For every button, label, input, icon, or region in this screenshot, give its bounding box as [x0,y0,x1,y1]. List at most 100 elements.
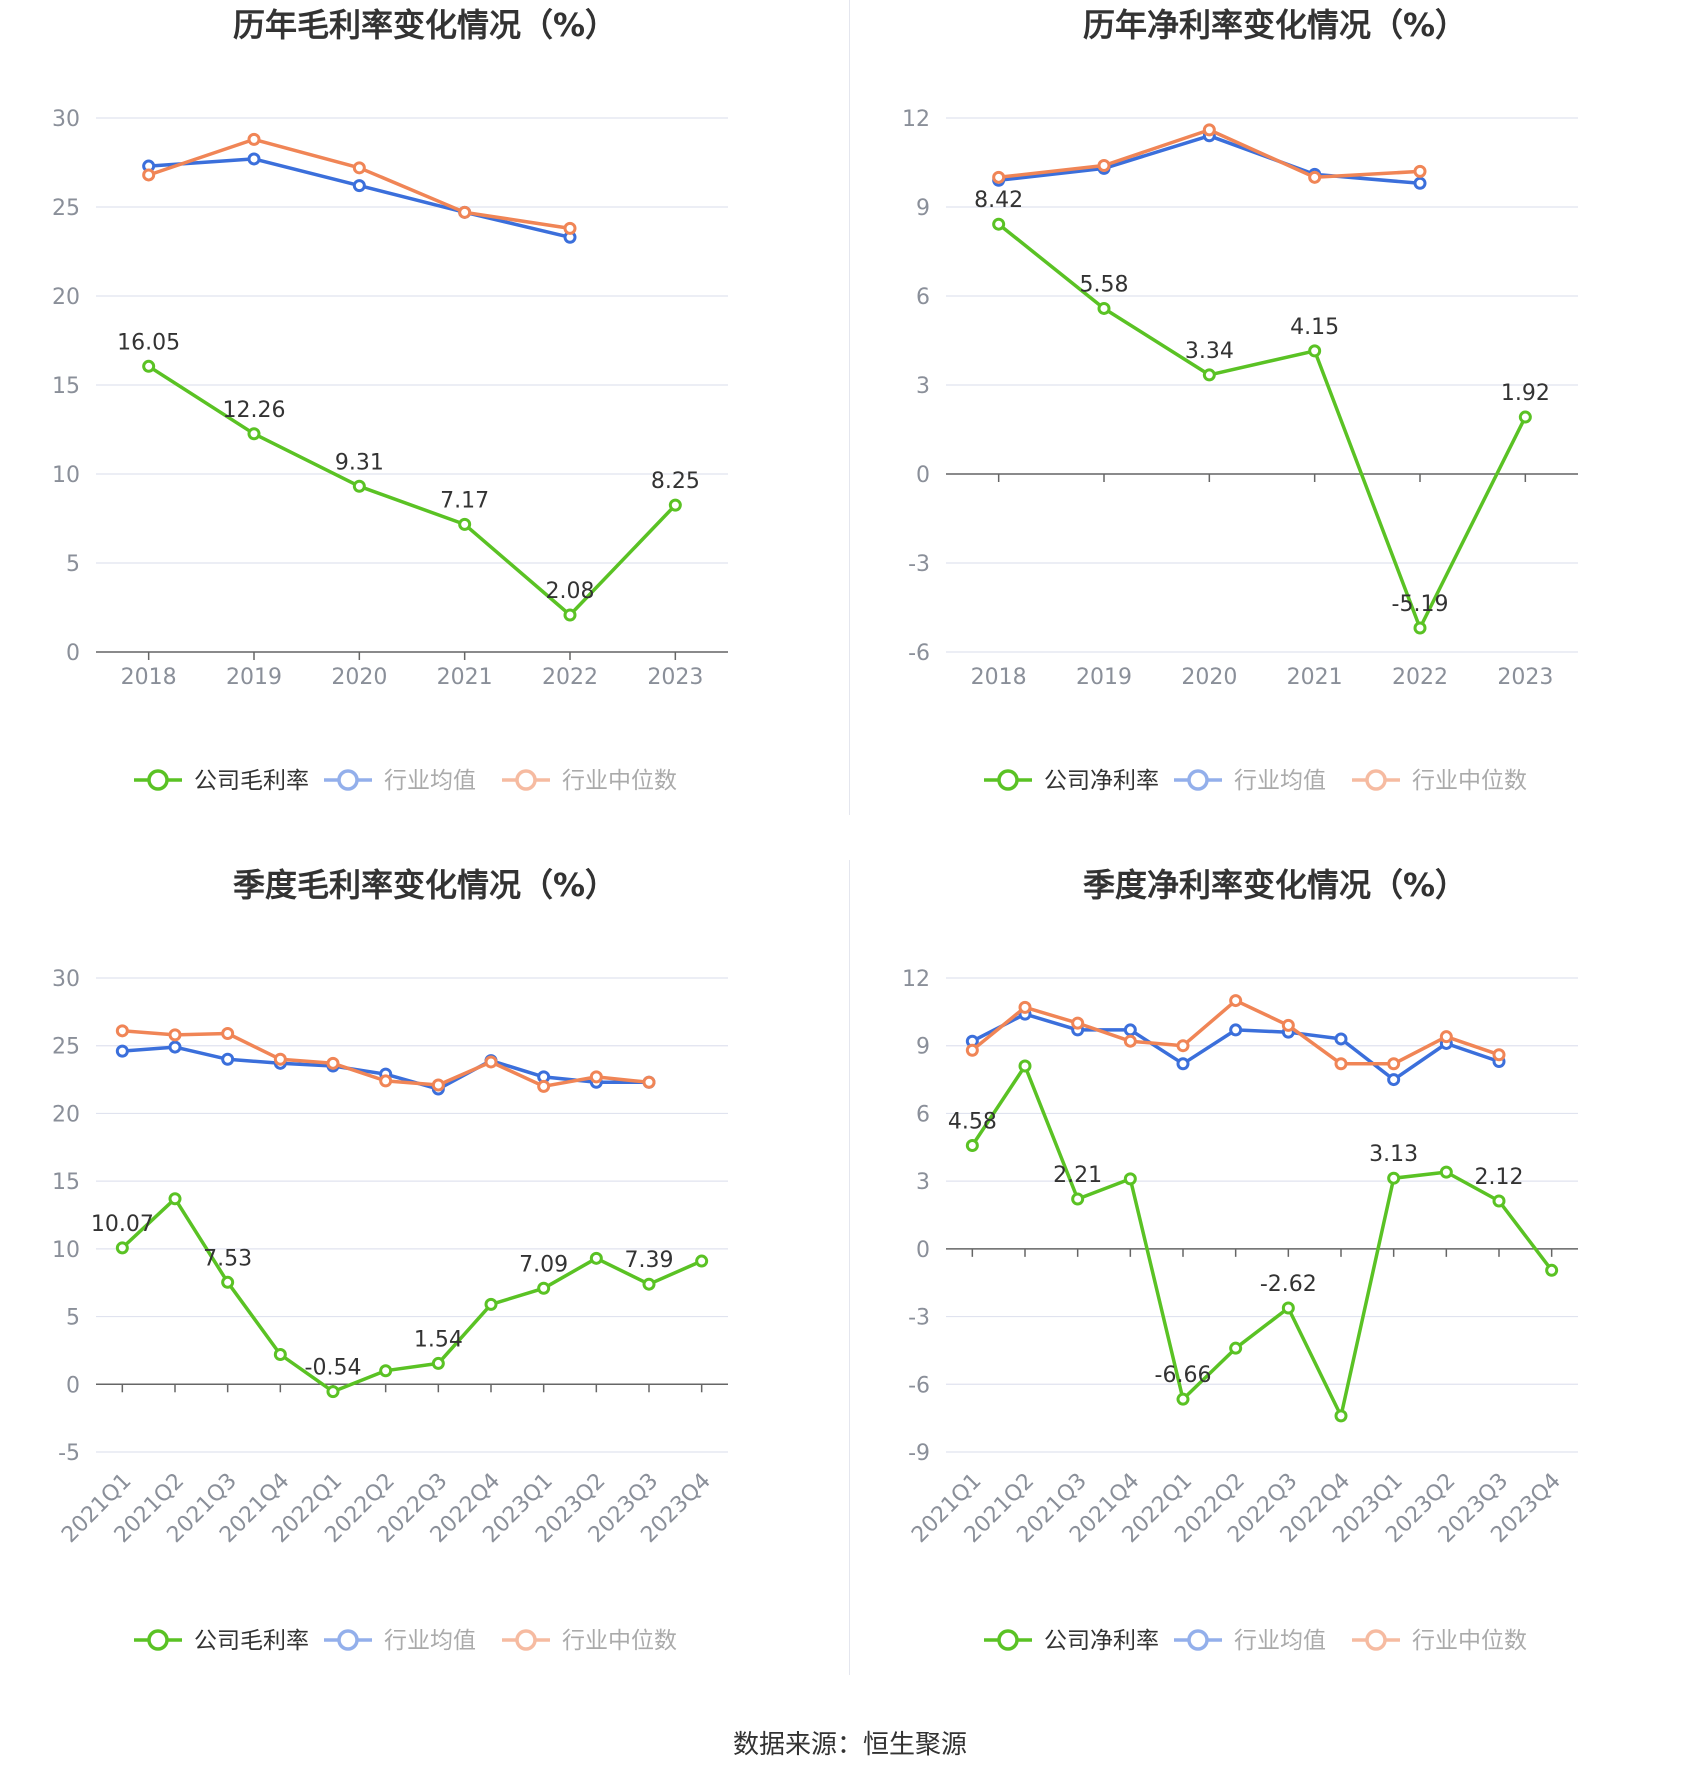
median-data-point [589,1070,603,1084]
legend-label: 公司净利率 [1044,768,1159,794]
legend-item: 行业中位数 [1352,768,1527,794]
chart-title: 季度净利率变化情况（%） [1083,866,1467,904]
data-label: 2.08 [546,579,595,604]
y-tick-label: 30 [52,967,80,992]
data-label: 7.39 [625,1248,674,1273]
x-tick-label: 2018 [121,665,177,690]
y-tick-label: 15 [52,374,80,399]
x-tick-label: 2023 [647,665,703,690]
avg-data-point [1387,1073,1401,1087]
data-label: 5.58 [1080,272,1129,297]
data-label: 2.21 [1053,1163,1102,1188]
company-data-point [247,427,261,441]
legend-item: 行业中位数 [1352,1628,1527,1654]
x-tick-label: 2019 [226,665,282,690]
median-data-point [273,1052,287,1066]
annual-gross-margin-chart: 历年毛利率变化情况（%） 0 5 10 15 20 25 30 2018 2019 2020 2021… [0,0,850,820]
company-data-point [484,1297,498,1311]
y-tick-label: 30 [52,107,80,132]
median-data-point [326,1056,340,1070]
avg-data-point [115,1044,129,1058]
legend-marker [515,1629,537,1651]
median-data-point [1071,1016,1085,1030]
median-data-point [458,205,472,219]
company-data-point [221,1275,235,1289]
legend-marker [1365,1629,1387,1651]
legend-item: 行业中位数 [502,768,677,794]
median-data-point [1018,1000,1032,1014]
legend-item: 行业均值 [1174,768,1326,794]
x-tick-label: 2021 [437,665,493,690]
y-tick-label: 20 [52,1102,80,1127]
quarterly-gross-margin-svg: 季度毛利率变化情况（%）-50510152025302021Q12021Q220… [52,866,728,1654]
vertical-divider-top [849,0,850,815]
y-tick-label: 9 [916,1035,930,1060]
quarterly-net-margin-chart: 季度净利率变化情况（%） -9 -6 -3 0 3 6 9 12 2021Q1 2021Q2 2021… [850,860,1700,1680]
median-data-point [1334,1057,1348,1071]
median-data-point [1176,1039,1190,1053]
y-tick-label: -6 [908,641,930,666]
median-data-point [115,1024,129,1038]
legend-item: 公司净利率 [984,1628,1159,1654]
legend-item: 公司毛利率 [134,768,309,794]
legend-item: 公司净利率 [984,768,1159,794]
median-data-point [1439,1030,1453,1044]
y-tick-label: 12 [902,107,930,132]
legend-label: 行业中位数 [1412,768,1527,794]
legend-marker [997,769,1019,791]
x-tick-label: 2023 [1497,665,1553,690]
y-tick-label: 20 [52,285,80,310]
median-data-point [965,1043,979,1057]
legend-marker [337,769,359,791]
data-label: 3.13 [1369,1142,1418,1167]
legend-label: 行业均值 [1234,768,1326,794]
vertical-divider-bottom [849,860,850,1675]
median-data-point [221,1027,235,1041]
company-data-point [142,359,156,373]
company-data-point [168,1192,182,1206]
data-label: 2.12 [1475,1165,1524,1190]
x-tick-label: 2019 [1076,665,1132,690]
avg-data-point [352,179,366,193]
data-source-label: 数据来源： [732,1730,863,1760]
data-label: 12.26 [223,398,286,423]
company-data-point [1545,1263,1559,1277]
data-label: 7.17 [440,488,489,513]
company-data-point [589,1251,603,1265]
company-data-point [1018,1059,1032,1073]
median-data-point [563,221,577,235]
median-data-point [142,168,156,182]
annual-net-margin-svg: 历年净利率变化情况（%） -6 -3 0 3 6 9 12 2018 2019 2020 2021 20… [902,6,1578,794]
company-data-point [273,1347,287,1361]
company-data-point [1229,1341,1243,1355]
legend-item: 行业均值 [1174,1628,1326,1654]
median-data-point [1281,1018,1295,1032]
y-tick-label: 10 [52,463,80,488]
median-data-point [1123,1034,1137,1048]
y-tick-label: 0 [66,641,80,666]
avg-data-point [168,1040,182,1054]
chart-title: 历年净利率变化情况（%） [1083,6,1467,44]
avg-data-point [1229,1023,1243,1037]
median-data-point [1202,123,1216,137]
y-tick-label: 6 [916,1102,930,1127]
median-data-point [1097,158,1111,172]
y-tick-label: 12 [902,967,930,992]
median-data-point [1229,994,1243,1008]
avg-data-point [221,1052,235,1066]
median-data-point [431,1078,445,1092]
data-label: -6.66 [1155,1363,1212,1388]
legend-label: 行业均值 [384,1628,476,1654]
median-data-point [379,1074,393,1088]
legend-marker [1365,769,1387,791]
legend-label: 公司净利率 [1044,1628,1159,1654]
y-tick-label: -5 [58,1441,80,1466]
annual-gross-margin-svg: 历年毛利率变化情况（%） 0 5 10 15 20 25 30 2018 2019 2020 2021… [52,6,728,794]
y-tick-label: 25 [52,196,80,221]
avg-data-point [1413,176,1427,190]
company-series-line [121,1196,703,1394]
company-data-point [1097,301,1111,315]
legend-marker [997,1629,1019,1651]
annual-net-margin-chart: 历年净利率变化情况（%） -6 -3 0 3 6 9 12 2018 2019 2020 2021 20… [850,0,1700,820]
company-series-line [997,222,1527,630]
